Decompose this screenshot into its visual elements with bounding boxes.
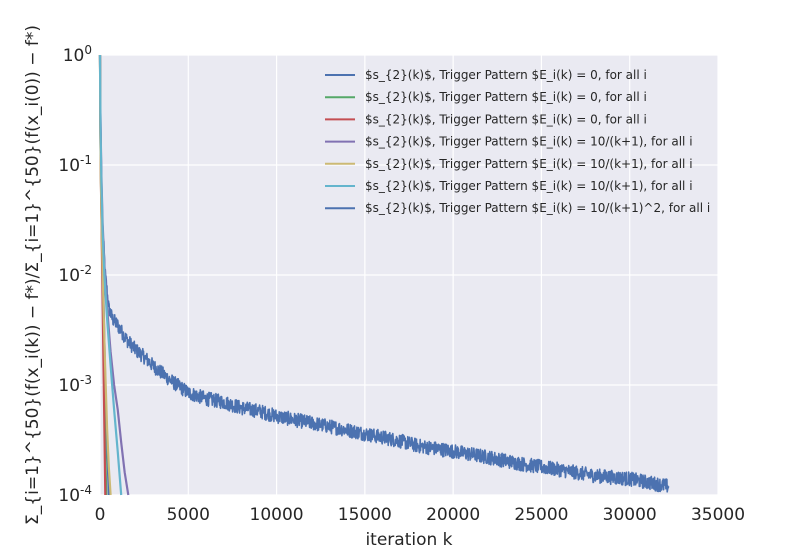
- legend-label: $s_{2}(k)$, Trigger Pattern $E_i(k) = 0,…: [365, 112, 647, 126]
- y-tick-label: 10-2: [58, 263, 92, 286]
- y-tick-labels: 100 10-1 10-2 10-3 10-4: [58, 43, 92, 506]
- y-tick-label: 10-3: [58, 373, 92, 396]
- x-tick-label: 5000: [167, 505, 210, 525]
- legend-label: $s_{2}(k)$, Trigger Pattern $E_i(k) = 10…: [365, 179, 693, 193]
- y-tick-label: 10-4: [58, 483, 92, 506]
- y-tick-label: 100: [63, 43, 92, 66]
- series-line-5: [98, 54, 123, 496]
- series-layer: [98, 54, 670, 496]
- x-tick-label: 25000: [514, 505, 568, 525]
- legend-label: $s_{2}(k)$, Trigger Pattern $E_i(k) = 10…: [365, 157, 693, 171]
- y-axis-label: Σ_{i=1}^{50}(f(x_i(k)) − f*)/Σ_{i=1}^{50…: [23, 25, 43, 525]
- series-line-6: [99, 54, 670, 493]
- y-tick-label: 10-1: [58, 153, 92, 176]
- legend-label: $s_{2}(k)$, Trigger Pattern $E_i(k) = 0,…: [365, 68, 647, 82]
- x-tick-label: 20000: [426, 505, 480, 525]
- legend-label: $s_{2}(k)$, Trigger Pattern $E_i(k) = 0,…: [365, 90, 647, 104]
- x-tick-label: 35000: [691, 505, 745, 525]
- legend-label: $s_{2}(k)$, Trigger Pattern $E_i(k) = 10…: [365, 135, 693, 149]
- x-axis-label: iteration k: [365, 530, 452, 550]
- x-tick-label: 15000: [338, 505, 392, 525]
- legend: $s_{2}(k)$, Trigger Pattern $E_i(k) = 0,…: [325, 68, 710, 215]
- x-tick-label: 0: [95, 505, 106, 525]
- x-tick-label: 30000: [603, 505, 657, 525]
- legend-label: $s_{2}(k)$, Trigger Pattern $E_i(k) = 10…: [365, 201, 710, 215]
- x-tick-labels: 0 5000 10000 15000 20000 25000 30000 35000: [95, 505, 745, 525]
- x-tick-label: 10000: [250, 505, 304, 525]
- grid: [99, 54, 719, 496]
